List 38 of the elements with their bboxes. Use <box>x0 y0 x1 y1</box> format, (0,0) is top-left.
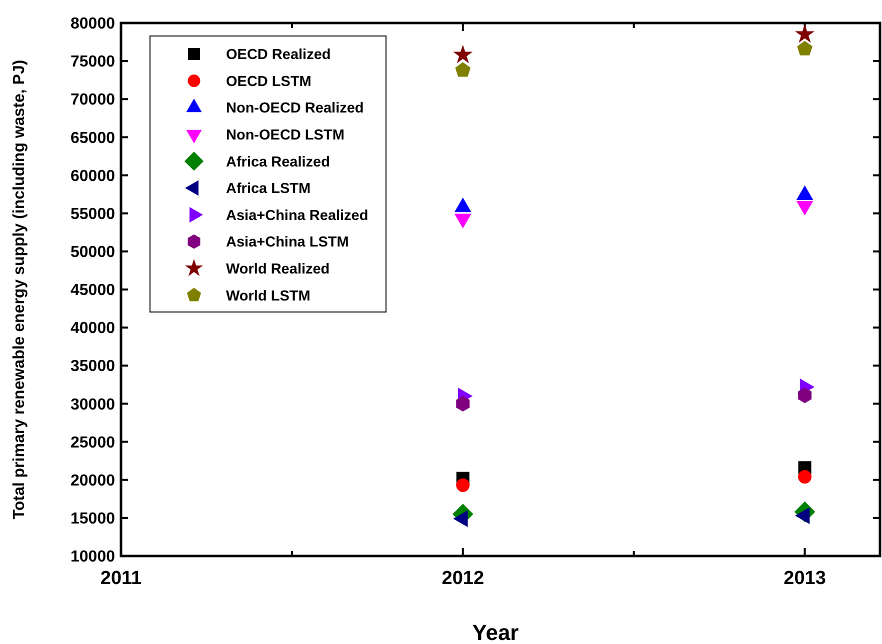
point <box>456 396 470 412</box>
y-tick-label: 65000 <box>70 130 116 147</box>
y-tick-label: 50000 <box>70 244 116 262</box>
x-tick-label: 2011 <box>100 568 142 589</box>
y-tick-label: 35000 <box>70 358 116 376</box>
y-tick-label: 30000 <box>70 396 116 414</box>
y-tick-label: 25000 <box>70 434 116 452</box>
y-tick-label: 55000 <box>70 206 116 223</box>
legend-label: Non-OECD LSTM <box>226 127 344 144</box>
x-tick-label: 2012 <box>442 568 484 589</box>
point <box>798 388 812 404</box>
legend-label: World Realized <box>226 261 330 278</box>
y-tick-label: 80000 <box>70 16 116 33</box>
y-tick-label: 75000 <box>70 54 116 71</box>
y-tick-label: 45000 <box>70 282 116 300</box>
y-tick-label: 70000 <box>70 92 116 109</box>
y-tick-label: 15000 <box>70 510 116 528</box>
point <box>798 470 812 484</box>
y-axis-title: Total primary renewable energy supply (including waste, PJ) <box>11 60 28 520</box>
y-tick-label: 20000 <box>70 472 116 490</box>
legend-label: Asia+China LSTM <box>226 234 349 251</box>
legend-label: Asia+China Realized <box>226 208 368 224</box>
legend-label: OECD Realized <box>226 47 331 64</box>
legend-label: OECD LSTM <box>226 74 312 90</box>
x-axis-title: Year <box>472 620 520 644</box>
point <box>453 44 473 64</box>
x-tick-label: 2013 <box>784 568 826 589</box>
point <box>455 62 471 77</box>
point <box>795 24 815 43</box>
legend-label: Non-OECD Realized <box>226 100 364 117</box>
point <box>797 40 812 56</box>
y-tick-label: 60000 <box>70 168 116 185</box>
legend-label: Africa LSTM <box>226 181 311 198</box>
legend-label: Africa Realized <box>226 154 330 170</box>
y-tick-label: 10000 <box>70 548 116 566</box>
y-tick-label: 40000 <box>70 320 116 338</box>
legend-label: World LSTM <box>226 288 310 304</box>
point <box>456 478 470 492</box>
